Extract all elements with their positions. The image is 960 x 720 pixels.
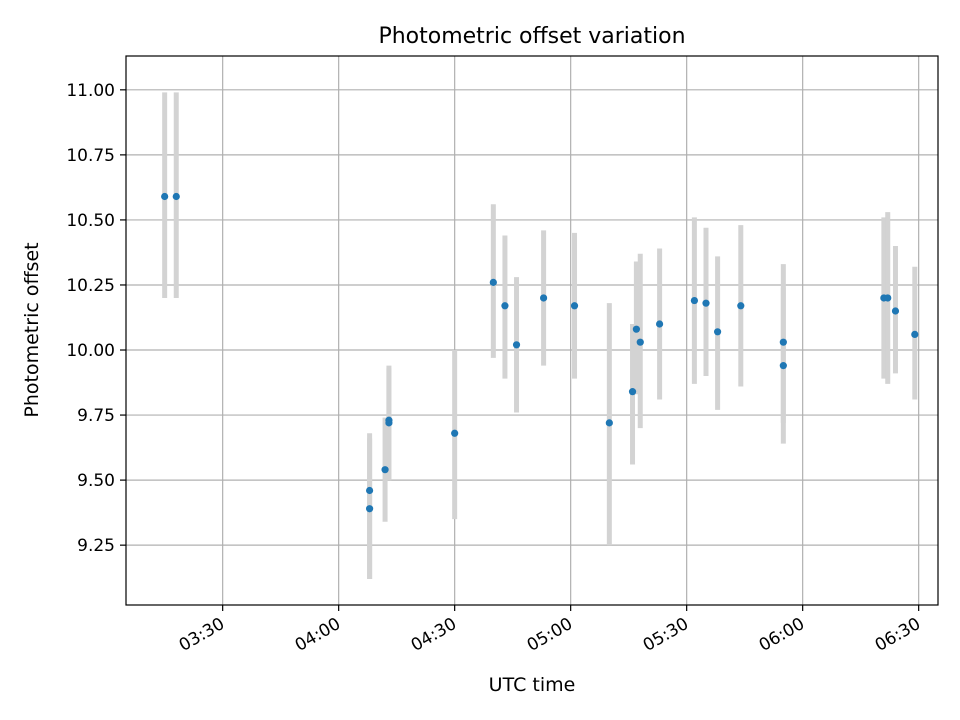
y-tick-label: 9.50 (77, 471, 115, 491)
y-axis-ticks: 9.25 9.50 9.75 10.00 10.25 10.50 10.75 11.00 (66, 81, 126, 556)
y-tick-label: 11.00 (66, 81, 115, 101)
data-point (632, 325, 641, 333)
data-point (656, 320, 664, 328)
data-point (891, 307, 900, 315)
grid-lines (126, 56, 938, 605)
data-point (911, 330, 919, 339)
data-point (172, 192, 180, 201)
data-point (366, 505, 374, 513)
data-point (628, 388, 637, 396)
data-point (714, 328, 722, 336)
y-tick-label: 9.75 (77, 406, 115, 426)
y-tick-label: 10.25 (66, 276, 115, 296)
y-axis-label: Photometric offset (21, 242, 43, 417)
data-point (381, 466, 389, 474)
data-point (702, 299, 710, 307)
x-axis-label: UTC time (489, 674, 576, 696)
data-point (385, 419, 393, 427)
data-point (690, 296, 699, 305)
data-point (636, 338, 644, 346)
data-point (540, 294, 548, 302)
y-tick-label: 10.75 (66, 146, 115, 166)
data-point (501, 302, 509, 310)
y-tick-label: 10.50 (66, 211, 115, 231)
data-markers (161, 192, 919, 513)
data-point (366, 486, 374, 495)
chart-title: Photometric offset variation (378, 24, 685, 49)
y-tick-label: 10.00 (66, 341, 115, 361)
plot-frame (125, 55, 939, 606)
data-point (512, 341, 521, 349)
plot-area (126, 56, 938, 605)
y-tick-label: 9.25 (77, 536, 115, 556)
data-point (884, 294, 892, 302)
data-point (779, 362, 787, 370)
data-point (570, 302, 579, 310)
data-point (605, 419, 613, 427)
data-point (161, 192, 169, 201)
data-point (737, 302, 745, 310)
data-point (779, 338, 787, 346)
data-point (489, 278, 497, 286)
data-point (451, 429, 459, 437)
